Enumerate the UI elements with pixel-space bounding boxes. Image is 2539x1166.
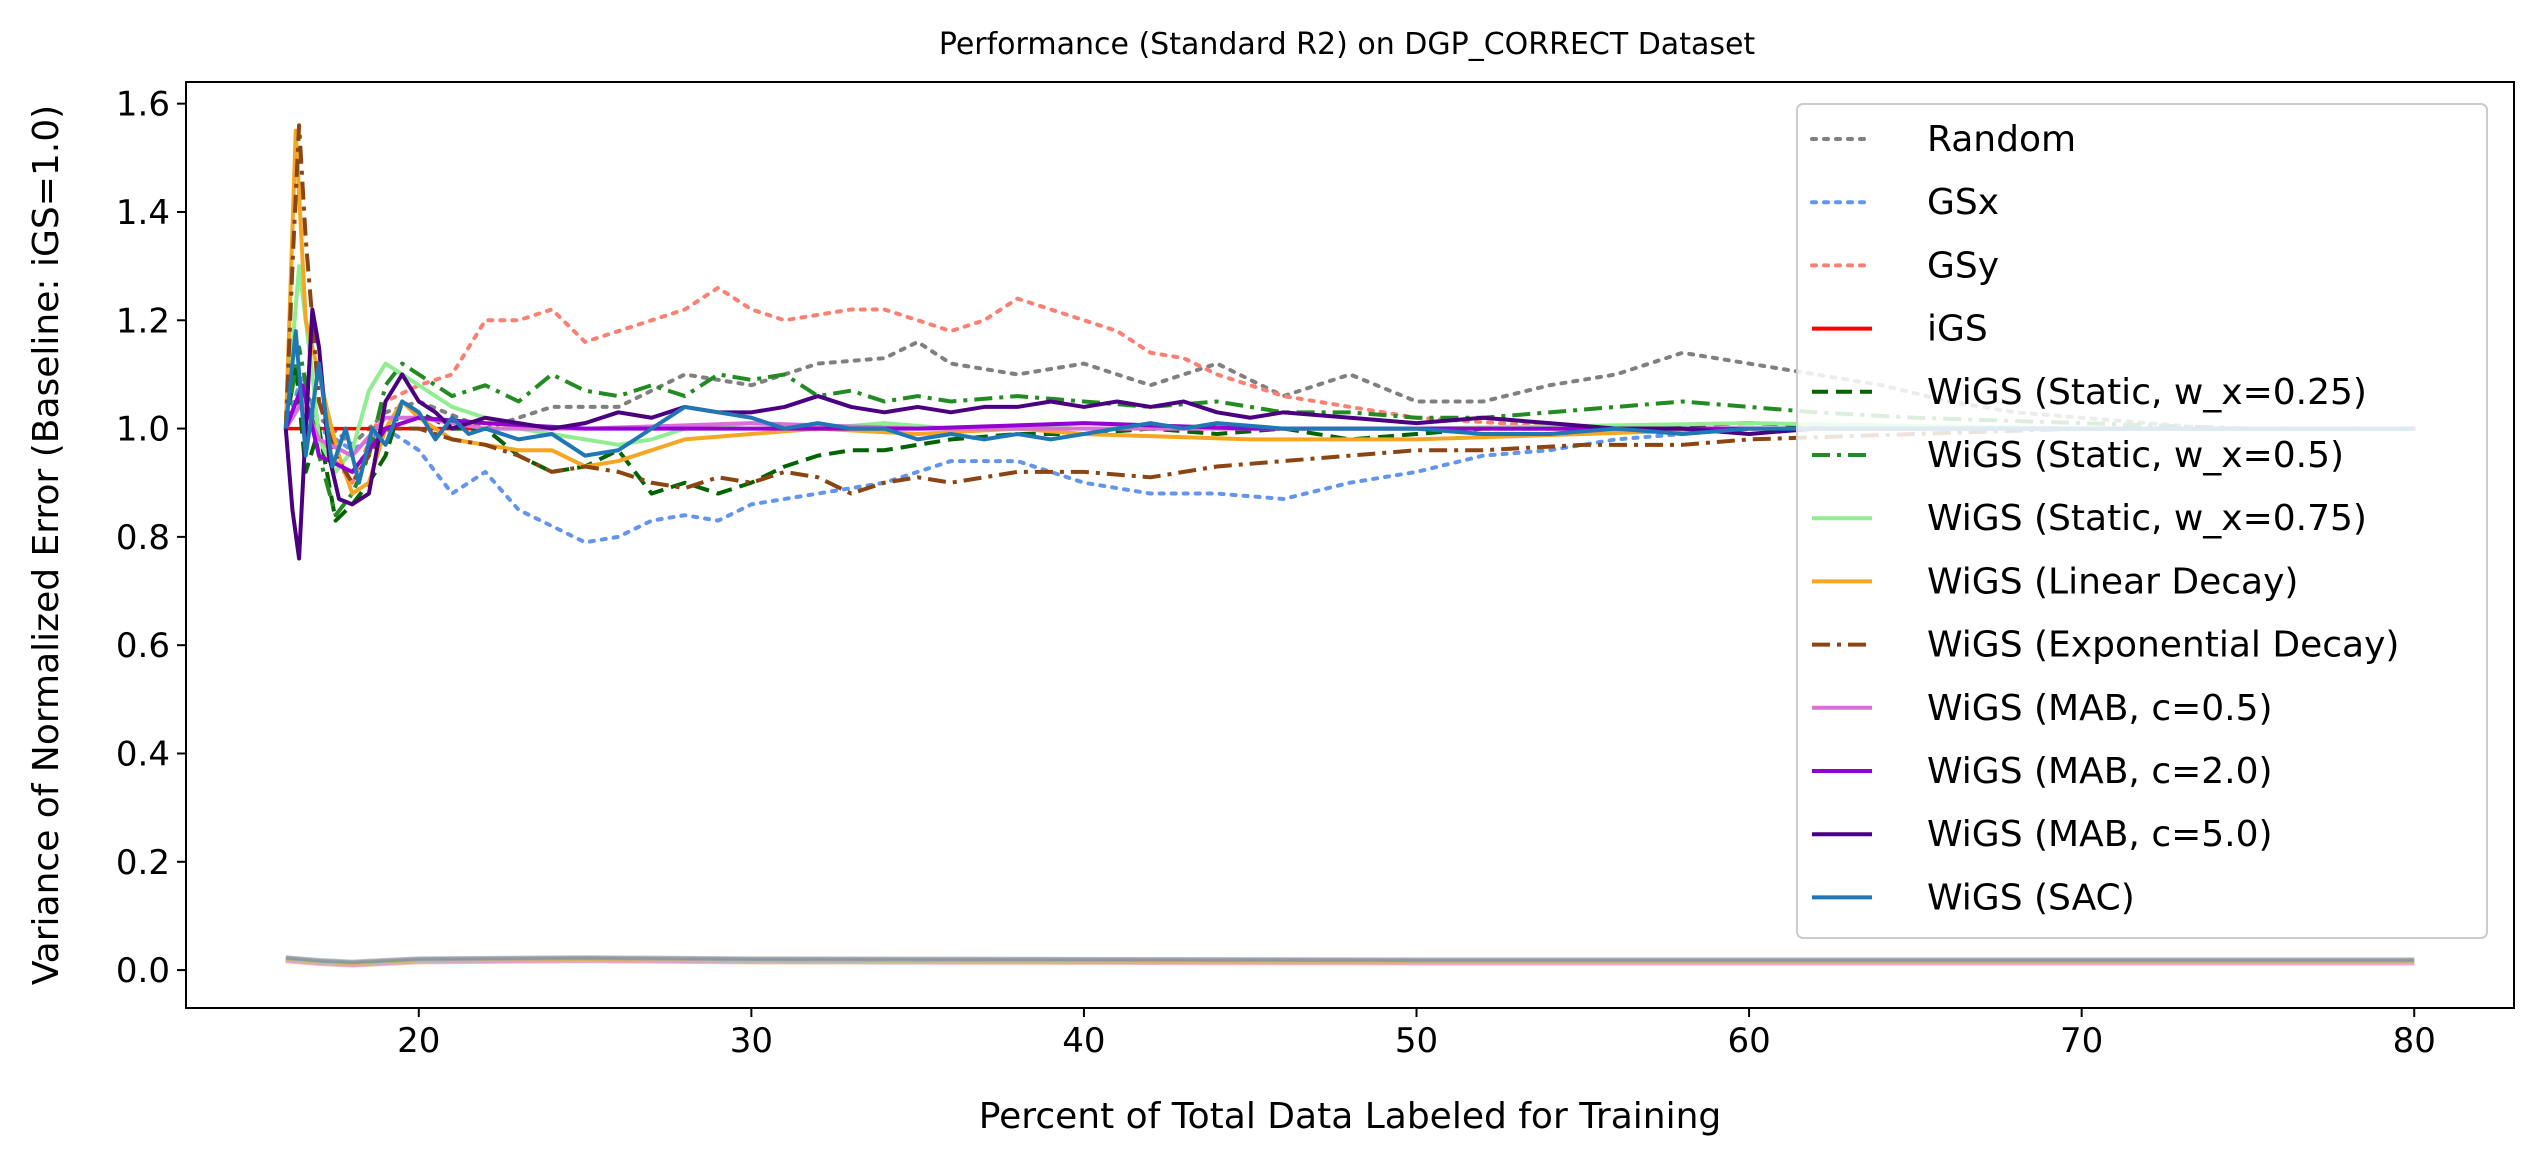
legend-label: WiGS (Static, w_x=0.5) <box>1927 435 2344 476</box>
legend-entries: Random GSx GSy iGS WiGS (Static, w_x=0.25) Wi… <box>1810 119 2399 918</box>
legend-label: WiGS (Linear Decay) <box>1927 561 2298 602</box>
series-line <box>283 307 2415 561</box>
chart-title: Performance (Standard R2) on DGP_CORRECT… <box>939 27 1756 62</box>
y-tick-label: 1.0 <box>116 410 170 450</box>
legend-label: GSy <box>1927 245 1999 286</box>
legend-label: Random <box>1927 119 2076 160</box>
y-axis-ticks: 0.0 0.2 0.4 0.6 0.8 1.0 1.2 1.4 1.6 <box>116 85 186 991</box>
series-line <box>283 345 2415 518</box>
baseline-line <box>285 955 2415 964</box>
series-line <box>283 383 2415 474</box>
series-line <box>283 285 2417 485</box>
x-tick-label: 30 <box>730 1021 773 1061</box>
legend-label: WiGS (MAB, c=5.0) <box>1927 814 2273 855</box>
x-axis-ticks: 20 30 40 50 60 70 80 <box>397 1008 2436 1061</box>
legend: Random GSx GSy iGS WiGS (Static, w_x=0.25) Wi… <box>1796 103 2488 939</box>
x-tick-label: 70 <box>2060 1021 2103 1061</box>
legend-label: WiGS (Exponential Decay) <box>1927 625 2399 666</box>
plot-area <box>283 123 2417 968</box>
series-line <box>283 329 2415 485</box>
legend-label: WiGS (MAB, c=2.0) <box>1927 751 2273 792</box>
axes-frame <box>185 81 2515 1009</box>
y-tick-label: 0.0 <box>116 951 170 991</box>
y-tick-label: 0.4 <box>116 734 170 774</box>
y-axis-label: Variance of Normalized Error (Baseline: … <box>26 105 67 985</box>
x-tick-label: 50 <box>1395 1021 1438 1061</box>
x-tick-label: 60 <box>1727 1021 1770 1061</box>
legend-label: iGS <box>1927 309 1988 350</box>
y-tick-label: 0.6 <box>116 626 170 666</box>
y-tick-label: 1.2 <box>116 301 170 341</box>
legend-label: WiGS (Static, w_x=0.75) <box>1927 498 2367 539</box>
y-tick-label: 0.8 <box>116 518 170 558</box>
x-tick-label: 40 <box>1062 1021 1105 1061</box>
x-tick-label: 20 <box>397 1021 440 1061</box>
x-tick-label: 80 <box>2393 1021 2436 1061</box>
y-tick-label: 1.4 <box>116 193 170 233</box>
legend-label: WiGS (Static, w_x=0.25) <box>1927 372 2367 413</box>
y-tick-label: 0.2 <box>116 843 170 883</box>
x-axis-label: Percent of Total Data Labeled for Traini… <box>979 1096 1722 1137</box>
baseline-lines-layer <box>285 955 2415 968</box>
legend-label: WiGS (MAB, c=0.5) <box>1927 688 2273 729</box>
legend-label: WiGS (SAC) <box>1927 877 2135 918</box>
legend-label: GSx <box>1927 182 1999 223</box>
y-tick-label: 1.6 <box>116 85 170 125</box>
series-lines-layer <box>283 123 2417 561</box>
legend-box <box>1796 103 2488 939</box>
